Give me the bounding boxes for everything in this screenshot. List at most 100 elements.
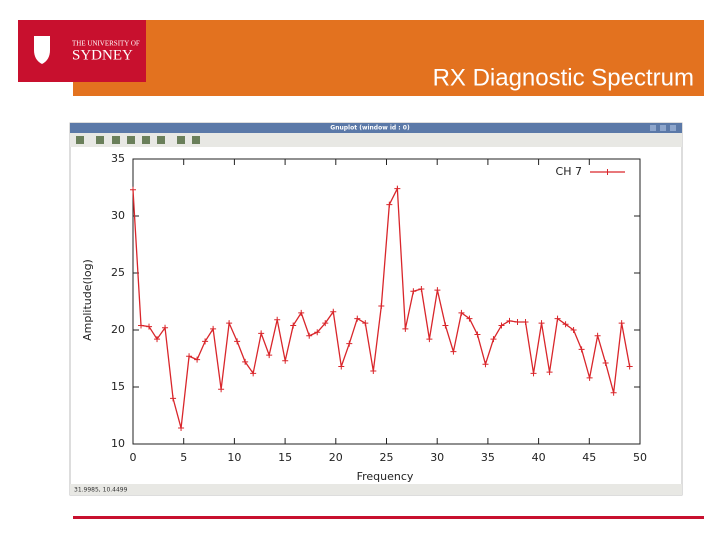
status-text: 31.9985, 10.4499 <box>74 487 128 494</box>
x-tick-label: 10 <box>227 451 241 464</box>
data-point <box>466 315 473 322</box>
y-tick-label: 35 <box>111 152 125 165</box>
toolbar <box>70 133 682 147</box>
logo-text: SYDNEY <box>72 47 133 63</box>
data-point <box>178 425 185 432</box>
data-point <box>138 322 145 329</box>
data-point <box>194 356 201 363</box>
x-tick-label: 5 <box>180 451 187 464</box>
data-point <box>266 352 273 359</box>
y-tick-label: 15 <box>111 380 125 393</box>
y-axis-label: Amplitude(log) <box>81 259 94 341</box>
footer-line <box>73 516 704 519</box>
data-point <box>234 338 241 345</box>
data-point <box>578 346 585 353</box>
close-button[interactable] <box>670 125 676 131</box>
data-point <box>162 324 169 331</box>
data-point <box>570 327 577 333</box>
legend-label: CH 7 <box>556 165 582 178</box>
minimize-button[interactable] <box>650 125 656 131</box>
data-point <box>418 285 425 292</box>
x-tick-label: 30 <box>430 451 444 464</box>
data-point <box>226 320 233 327</box>
x-tick-label: 0 <box>130 451 137 464</box>
window <box>69 122 683 496</box>
data-point <box>242 358 249 365</box>
data-point <box>290 322 297 329</box>
data-point <box>154 336 161 343</box>
header-bar <box>73 20 704 96</box>
data-point <box>490 336 497 343</box>
data-point <box>130 186 136 193</box>
x-tick-label: 35 <box>481 451 495 464</box>
data-point <box>410 288 417 295</box>
data-point <box>610 389 617 396</box>
data-point <box>618 320 625 327</box>
data-point <box>514 319 521 326</box>
data-point <box>322 320 329 327</box>
data-point <box>338 363 345 370</box>
data-point <box>218 386 225 393</box>
window-titlebar <box>70 123 682 133</box>
slide-title: RX Diagnostic Spectrum <box>433 64 694 91</box>
data-point <box>498 322 505 329</box>
logo-text: THE UNIVERSITY OF <box>72 40 140 48</box>
data-point <box>306 332 313 339</box>
data-point <box>210 325 217 332</box>
legend-swatch <box>604 169 611 175</box>
data-point <box>386 201 393 208</box>
data-point <box>250 370 257 377</box>
window-title: Gnuplot (window id : 0) <box>330 125 410 132</box>
data-point <box>258 330 265 337</box>
data-point <box>402 325 409 332</box>
data-point <box>434 287 441 294</box>
data-point <box>482 361 489 368</box>
data-point <box>282 357 289 364</box>
y-tick-label: 25 <box>111 266 125 279</box>
y-tick-label: 20 <box>111 323 125 336</box>
data-point <box>474 331 481 338</box>
logo-crest <box>34 36 50 64</box>
data-point <box>378 303 385 310</box>
data-point <box>554 315 561 322</box>
data-point <box>370 368 377 375</box>
data-point <box>202 338 209 345</box>
data-point <box>530 370 537 377</box>
data-point <box>586 374 593 381</box>
data-point <box>354 315 361 322</box>
data-point <box>146 323 153 330</box>
data-point <box>330 308 337 315</box>
data-point <box>602 360 609 367</box>
maximize-button[interactable] <box>660 125 666 131</box>
data-point <box>546 369 553 376</box>
x-axis-label: Frequency <box>357 470 414 483</box>
data-point <box>538 320 545 327</box>
data-point <box>562 321 569 328</box>
data-point <box>362 320 369 327</box>
data-point <box>594 332 601 339</box>
x-tick-label: 20 <box>329 451 343 464</box>
data-point <box>346 340 353 347</box>
data-point <box>426 336 433 343</box>
x-tick-label: 50 <box>633 451 647 464</box>
data-point <box>450 348 457 355</box>
data-point <box>626 363 633 370</box>
data-point <box>506 317 513 324</box>
x-tick-label: 40 <box>532 451 546 464</box>
data-point <box>522 319 529 326</box>
data-point <box>442 322 449 329</box>
toolbar-icons[interactable] <box>76 136 200 144</box>
x-tick-label: 45 <box>582 451 596 464</box>
data-point <box>314 329 321 336</box>
data-point <box>186 353 193 360</box>
y-tick-label: 10 <box>111 437 125 450</box>
data-point <box>458 309 465 316</box>
x-tick-label: 25 <box>380 451 394 464</box>
status-bar <box>70 484 682 495</box>
data-point <box>298 309 305 316</box>
data-point <box>394 185 401 192</box>
x-tick-label: 15 <box>278 451 292 464</box>
data-point <box>170 395 177 402</box>
y-tick-label: 30 <box>111 209 125 222</box>
